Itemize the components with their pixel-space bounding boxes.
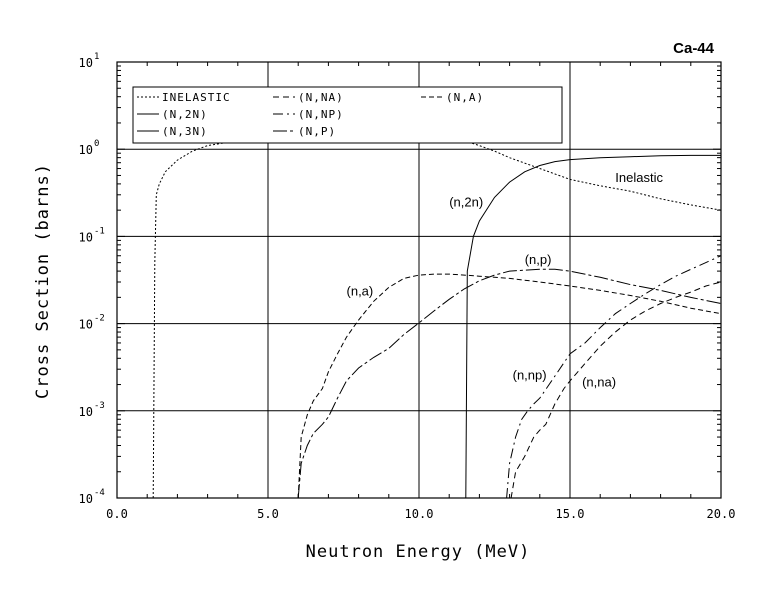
legend-label: INELASTIC [162,91,231,104]
series-line-n2n [465,154,721,498]
x-tick-label: 10.0 [405,507,434,521]
y-tick-label: 10 [79,56,93,70]
legend-label: (N,NA) [298,91,344,104]
series-line-nnp [506,255,721,498]
y-tick-exponent: 1 [94,52,99,62]
y-tick-label: 10 [79,492,93,506]
y-tick-label: 10 [79,230,93,244]
legend-label: (N,2N) [162,108,208,121]
legend-label: (N,3N) [162,125,208,138]
x-tick-label: 20.0 [707,507,736,521]
curve-annotation: (n,a) [347,284,374,299]
curve-annotation: Inelastic [615,170,663,185]
y-tick-exponent: -4 [94,488,105,498]
y-axis-label: Cross Section (barns) [33,163,53,399]
y-tick-label: 10 [79,318,93,332]
curve-annotation: (n,na) [582,374,616,389]
y-tick-exponent: -3 [94,401,105,411]
x-tick-label: 5.0 [257,507,279,521]
series-line-nna [510,281,721,498]
y-tick-exponent: -2 [94,314,105,324]
x-axis-label: Neutron Energy (MeV) [306,542,531,562]
series-line-np [297,268,721,498]
curve-annotation: (n,np) [513,367,547,382]
series-line-inelastic [152,138,721,498]
y-tick-exponent: 0 [94,139,99,149]
x-tick-label: 15.0 [556,507,585,521]
legend: INELASTIC (N,NA) (N,A) (N,2N) (N,NP) (N,3N) (N… [132,86,563,144]
y-tick-label: 10 [79,405,93,419]
x-tick-label: 0.0 [106,507,128,521]
curve-annotation: (n,p) [525,252,552,267]
legend-label: (N,NP) [298,108,344,121]
curve-annotation: (n,2n) [449,195,483,210]
legend-box [132,86,563,144]
legend-label: (N,P) [298,125,336,138]
legend-label: (N,A) [446,91,484,104]
series-lines [152,138,721,498]
series-line-na [297,273,721,498]
annotations: Inelastic (n,2n) (n,p) (n,a) (n,np) (n,na) [347,170,664,389]
y-tick-label: 10 [79,143,93,157]
chart-title: Ca-44 [673,40,715,57]
y-tick-exponent: -1 [94,226,105,236]
